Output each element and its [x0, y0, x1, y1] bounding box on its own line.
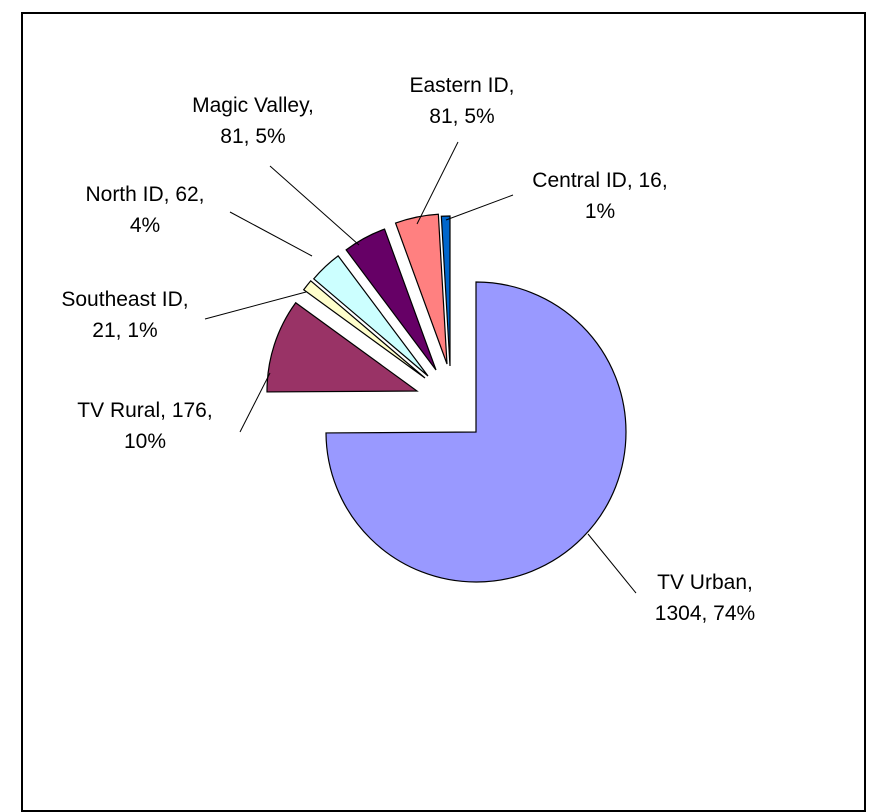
leader-line-eastern-id	[416, 141, 459, 225]
slice-label-line: 10%	[124, 430, 166, 453]
slice-label-central-id: Central ID, 16, 1%	[532, 169, 667, 223]
slice-label-line: 1304, 74%	[655, 602, 755, 625]
chart-frame	[21, 12, 866, 812]
pie-slice-magic-valley	[345, 228, 437, 371]
slice-labels: TV Urban, 1304, 74% TV Rural, 176, 10% South…	[61, 74, 755, 625]
slice-label-line: TV Urban,	[657, 571, 753, 594]
slice-label-line: 21, 1%	[92, 319, 157, 342]
slice-label-line: 4%	[130, 214, 160, 237]
slice-label-line: 81, 5%	[220, 125, 285, 148]
leader-line-southeast-id	[204, 291, 307, 320]
slice-label-line: TV Rural, 176,	[77, 399, 212, 422]
slice-label-line: Central ID, 16,	[532, 169, 667, 192]
pie-slice-tv-urban	[325, 281, 627, 583]
slice-label-line: Magic Valley,	[192, 94, 314, 117]
slice-label-tv-urban: TV Urban, 1304, 74%	[655, 571, 755, 625]
leader-line-tv-urban	[587, 533, 637, 594]
slice-label-tv-rural: TV Rural, 176, 10%	[77, 399, 212, 453]
pie-slice-north-id	[312, 255, 429, 377]
leader-line-magic-valley	[269, 165, 360, 246]
leader-line-north-id	[229, 211, 313, 257]
slice-label-line: 1%	[585, 200, 615, 223]
slice-label-line: Southeast ID,	[61, 288, 188, 311]
pie-slice-southeast-id	[302, 279, 426, 379]
leader-line-central-id	[445, 194, 514, 221]
slice-label-eastern-id: Eastern ID, 81, 5%	[409, 74, 514, 128]
slice-label-north-id: North ID, 62, 4%	[85, 183, 204, 237]
leader-lines	[204, 141, 637, 594]
slice-label-line: North ID, 62,	[85, 183, 204, 206]
pie-slice-central-id	[440, 215, 451, 367]
slice-label-line: 81, 5%	[429, 105, 494, 128]
slice-label-magic-valley: Magic Valley, 81, 5%	[192, 94, 314, 148]
pie-slice-eastern-id	[394, 213, 448, 365]
slice-label-line: Eastern ID,	[409, 74, 514, 97]
slice-label-southeast-id: Southeast ID, 21, 1%	[61, 288, 188, 342]
pie-slice-tv-rural	[266, 301, 419, 393]
pie-slices	[266, 213, 627, 583]
leader-line-tv-rural	[239, 372, 271, 433]
